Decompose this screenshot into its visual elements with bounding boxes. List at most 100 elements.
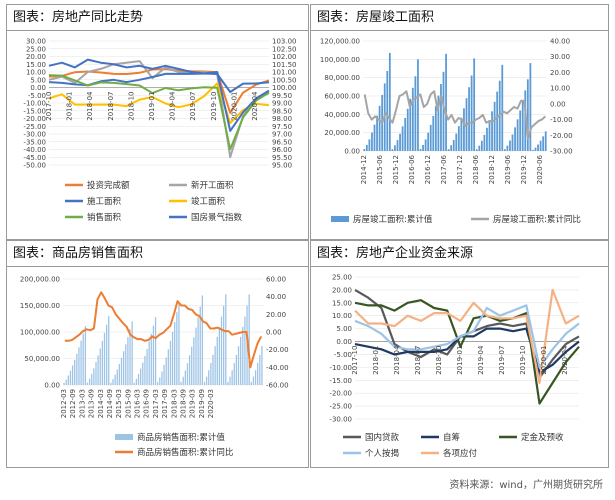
bar [197, 317, 199, 385]
bar [432, 116, 435, 151]
panel-funding-sources: 图表：房地产企业资金来源 25.00 20.00 15.00 10.00 5.00 0.0… [310, 240, 609, 468]
y2-tick-label: 0.00 [550, 100, 566, 108]
x-tick-label: 2015-09 [124, 389, 132, 418]
bar [419, 149, 422, 151]
y-tick-label: 20.00 [332, 286, 352, 294]
bar [176, 312, 178, 385]
x-tick-label: 2018-07 [414, 346, 422, 375]
bar [203, 381, 206, 385]
y2-tick-label: 103.00 [272, 38, 297, 46]
bar [242, 326, 244, 385]
bar [76, 353, 78, 385]
x-tick-label: 2016-12 [424, 155, 432, 184]
y-tick-label: 0.00 [336, 338, 352, 346]
chart-area: 25.00 20.00 15.00 10.00 5.00 0.00 -5.00 -10.00 -… [311, 267, 608, 467]
y-tick-label: 10.00 [332, 312, 352, 320]
bar [133, 382, 135, 385]
x-tick-label: 2018-04 [86, 91, 94, 121]
legend-label: 销售面积 [87, 212, 122, 223]
legend-label: 自筹 [443, 432, 461, 443]
bar [455, 133, 458, 151]
legend-label: 定金及预收 [521, 432, 564, 443]
bar [86, 382, 89, 385]
legend-label: 竣工面积 [191, 196, 226, 207]
y-tick-label: 120,000.00 [320, 38, 360, 46]
bar [237, 346, 240, 385]
series-line [48, 60, 270, 159]
bar [442, 71, 445, 151]
x-tick-label: 2018-03 [170, 389, 178, 418]
y-tick-label: 80,000.00 [324, 74, 360, 82]
y2-tick-label: 97.00 [272, 131, 292, 139]
bar [188, 355, 191, 385]
y-tick-label: 20,000.00 [324, 129, 360, 137]
x-tick-label: 2017-06 [440, 154, 448, 184]
bar [250, 381, 252, 385]
bar [486, 127, 488, 151]
source-note: 资料来源：wind，广州期货研究所 [449, 480, 603, 491]
y2-tick-label: 102.50 [272, 45, 297, 53]
legend-label: 施工面积 [87, 196, 122, 207]
panel-title: 图表：房屋竣工面积 [311, 5, 608, 31]
bar [99, 348, 101, 385]
bar [532, 149, 534, 151]
bar [409, 98, 412, 151]
x-tick-label: 2019-01 [148, 92, 156, 121]
y2-tick-label: 101.50 [272, 61, 297, 69]
bar [493, 101, 496, 151]
bar [82, 333, 84, 385]
bar [373, 124, 376, 151]
chart-svg: 25.00 20.00 15.00 10.00 5.00 0.00 -5.00 -10.00 -… [329, 274, 580, 459]
bar [386, 70, 389, 151]
bar [363, 148, 366, 151]
legend-label: 房屋竣工面积:累计值 [353, 214, 433, 225]
bar [468, 87, 470, 151]
bar [101, 340, 103, 385]
bar [404, 117, 407, 151]
bar [178, 301, 180, 385]
panel-sales-area: 图表：商品房销售面积 200,000.00 150,000.00 100,000.0… [6, 240, 309, 468]
bar [127, 336, 129, 385]
series-line [354, 288, 580, 385]
series-line [64, 291, 263, 369]
bar [195, 327, 197, 385]
x-tick-label: 2020-04 [561, 345, 569, 375]
y-tick-label: -25.00 [329, 403, 352, 411]
bar [406, 108, 409, 151]
bar [506, 145, 509, 151]
bar [526, 79, 529, 151]
y2-tick-label: -40.00 [266, 364, 289, 372]
bar [165, 357, 167, 385]
bar [182, 376, 184, 385]
bar [376, 115, 378, 151]
y2-tick-label: 96.50 [272, 138, 292, 146]
x-tick-label: 2012-03 [60, 389, 68, 418]
x-tick-label: 2014-09 [106, 389, 114, 418]
bar [69, 370, 72, 385]
bar [460, 117, 463, 151]
bar [220, 316, 223, 385]
bar [131, 321, 133, 385]
x-tick-label: 2018-07 [107, 92, 115, 121]
bar [154, 317, 157, 385]
bar [537, 144, 539, 151]
bar [529, 63, 532, 151]
legend-label: 国内贷款 [365, 432, 400, 443]
x-tick-label: 2018-12 [488, 155, 496, 184]
bar [427, 132, 430, 151]
bar [516, 119, 519, 151]
bar [514, 127, 516, 151]
bar [371, 132, 373, 151]
panel-completion-area: 图表：房屋竣工面积 120,000.00 100,000.00 80,000.00 6… [310, 4, 609, 240]
bar [91, 373, 93, 385]
legend-swatch [331, 216, 349, 222]
bar [84, 326, 86, 385]
bar [174, 322, 176, 385]
bar [391, 149, 394, 151]
bar [169, 340, 172, 385]
y2-tick-label: -20.00 [550, 132, 573, 140]
bar [120, 357, 123, 385]
x-tick-label: 2018-06 [472, 154, 480, 184]
y2-tick-label: 96.00 [272, 146, 292, 154]
bar [137, 373, 140, 385]
